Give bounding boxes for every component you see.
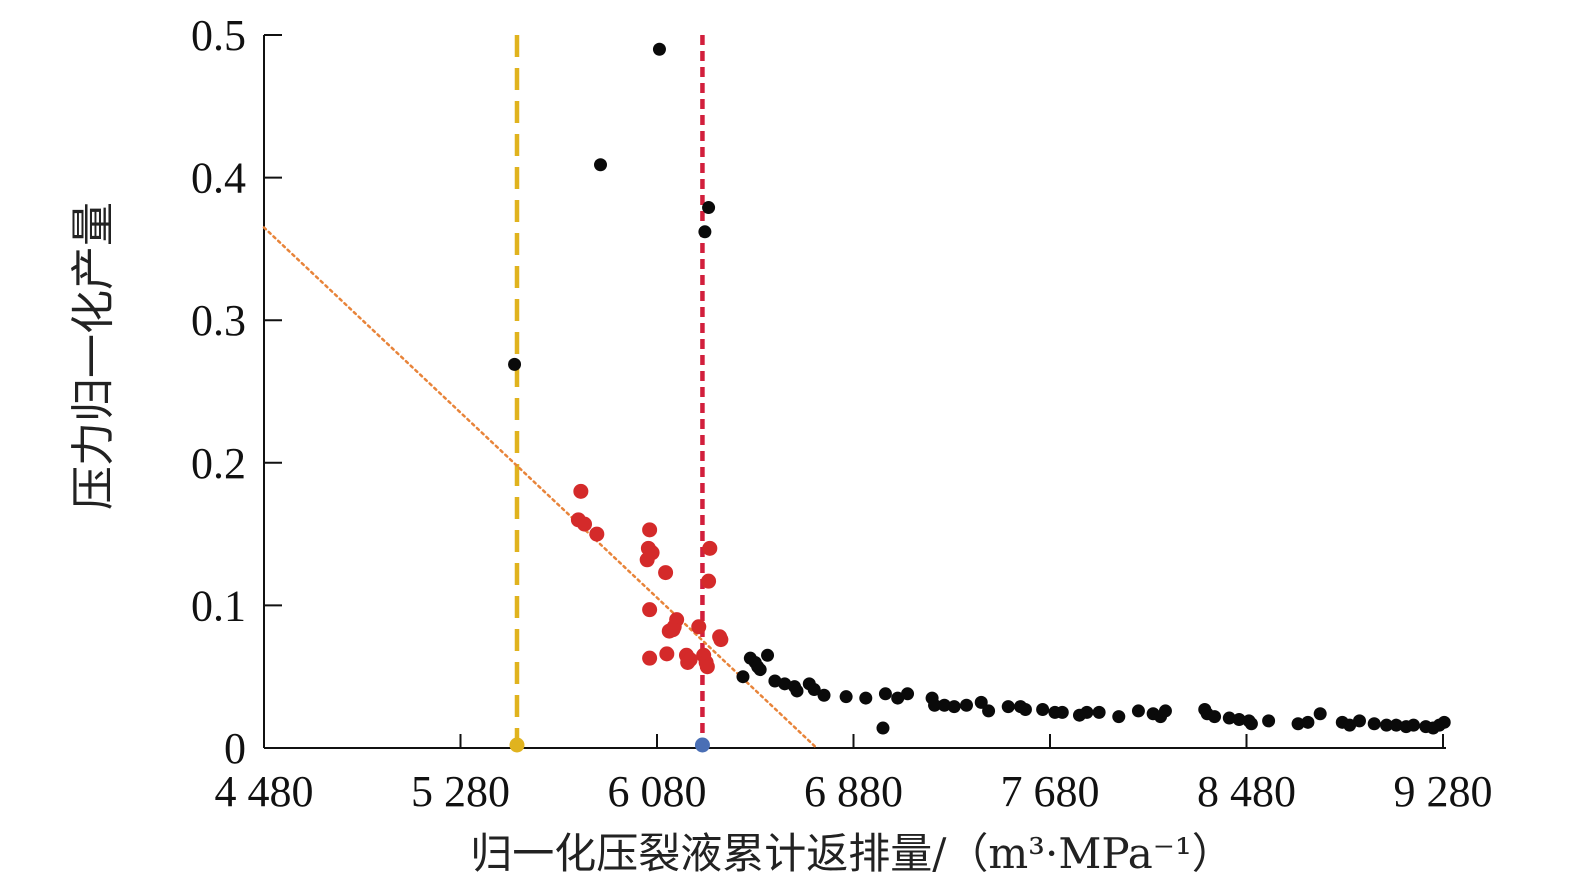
black-data-point — [1080, 705, 1094, 719]
red-data-point — [642, 650, 658, 666]
black-data-point — [1407, 718, 1421, 732]
red-data-point — [702, 540, 718, 556]
red-data-point — [642, 522, 658, 538]
black-data-point — [1389, 718, 1403, 732]
black-data-point — [859, 691, 873, 705]
black-data-point — [778, 677, 792, 691]
black-data-point — [1437, 715, 1451, 729]
red-data-point — [573, 483, 589, 499]
black-data-point — [1018, 702, 1032, 716]
black-data-point — [1112, 710, 1126, 724]
red-data-point — [691, 619, 707, 635]
black-data-point — [1092, 705, 1106, 719]
red-data-point — [680, 654, 696, 670]
red-data-point — [589, 526, 605, 542]
black-data-point — [1158, 704, 1172, 718]
black-data-point — [817, 688, 831, 702]
black-data-point — [753, 663, 767, 677]
black-data-point — [1055, 705, 1069, 719]
x-axis-title: 归一化压裂液累计返排量/（m³·MPa⁻¹） — [470, 829, 1234, 878]
black-data-point — [1001, 700, 1015, 714]
black-data-point — [974, 695, 988, 709]
black-data-point — [876, 721, 890, 735]
x-tick-label: 8 480 — [1197, 767, 1296, 816]
reference-end-markers — [509, 737, 710, 753]
black-data-point — [594, 158, 608, 172]
black-data-point — [1244, 717, 1258, 731]
red-data-point — [658, 565, 674, 581]
x-tick-label: 5 280 — [411, 767, 510, 816]
red-data-point — [699, 659, 715, 675]
black-data-point — [901, 687, 915, 701]
black-data-point — [652, 42, 666, 56]
black-data-point — [1367, 717, 1381, 731]
trend-line-group — [262, 226, 818, 750]
yellow-end-marker — [509, 737, 525, 753]
red-data-point — [639, 552, 655, 568]
black-data-point — [928, 698, 942, 712]
black-data-point — [937, 698, 951, 712]
x-tick-label: 9 280 — [1394, 767, 1493, 816]
y-tick-label: 0 — [224, 724, 246, 773]
black-data-point — [736, 670, 750, 684]
x-tick-label: 4 480 — [215, 767, 314, 816]
y-axis-title: 压力归一化产量 — [68, 202, 119, 510]
black-data-point — [1380, 718, 1394, 732]
x-tick-label: 6 080 — [608, 767, 707, 816]
black-data-point — [807, 683, 821, 697]
black-data-point — [1313, 707, 1327, 721]
black-data-point — [768, 674, 782, 688]
y-tick-label: 0.4 — [191, 154, 246, 203]
black-data-point — [1222, 711, 1236, 725]
x-tick-label: 6 880 — [804, 767, 903, 816]
black-data-point — [947, 700, 961, 714]
black-data-point — [1352, 714, 1366, 728]
red-data-point — [642, 602, 658, 618]
black-data-point — [702, 201, 716, 215]
red-data-point — [659, 646, 675, 662]
trend-line — [262, 226, 818, 750]
y-tick-label: 0.5 — [191, 11, 246, 60]
black-data-point — [959, 698, 973, 712]
red-data-point — [713, 632, 729, 648]
vertical-reference-lines — [514, 35, 705, 748]
black-data-point — [508, 357, 522, 371]
black-data-point — [698, 225, 712, 239]
black-data-point — [1291, 717, 1305, 731]
black-data-point — [891, 691, 905, 705]
red-data-point — [701, 573, 717, 589]
black-data-point — [878, 687, 892, 701]
red-data-point — [665, 622, 681, 638]
x-ticks: 4 480 5 280 6 080 6 880 7 680 8 480 9 280 — [215, 734, 1493, 816]
black-data-point — [761, 648, 775, 662]
axes — [263, 35, 1446, 749]
black-data-point — [1208, 710, 1222, 724]
red-data-point — [577, 516, 593, 532]
black-data-point — [1036, 702, 1050, 716]
y-tick-label: 0.2 — [191, 439, 246, 488]
black-data-point — [982, 704, 996, 718]
black-data-point — [1262, 714, 1276, 728]
data-points — [508, 42, 1451, 735]
y-tick-label: 0.3 — [191, 296, 246, 345]
y-tick-label: 0.1 — [191, 581, 246, 630]
black-data-point — [839, 690, 853, 704]
y-ticks: 0 0.1 0.2 0.3 0.4 0.5 — [191, 11, 282, 773]
black-data-point — [1131, 704, 1145, 718]
black-data-point — [1301, 715, 1315, 729]
blue-end-marker — [694, 737, 710, 753]
x-tick-label: 7 680 — [1001, 767, 1100, 816]
black-data-point — [1343, 718, 1357, 732]
black-data-point — [790, 684, 804, 698]
black-data-point — [1232, 712, 1246, 726]
